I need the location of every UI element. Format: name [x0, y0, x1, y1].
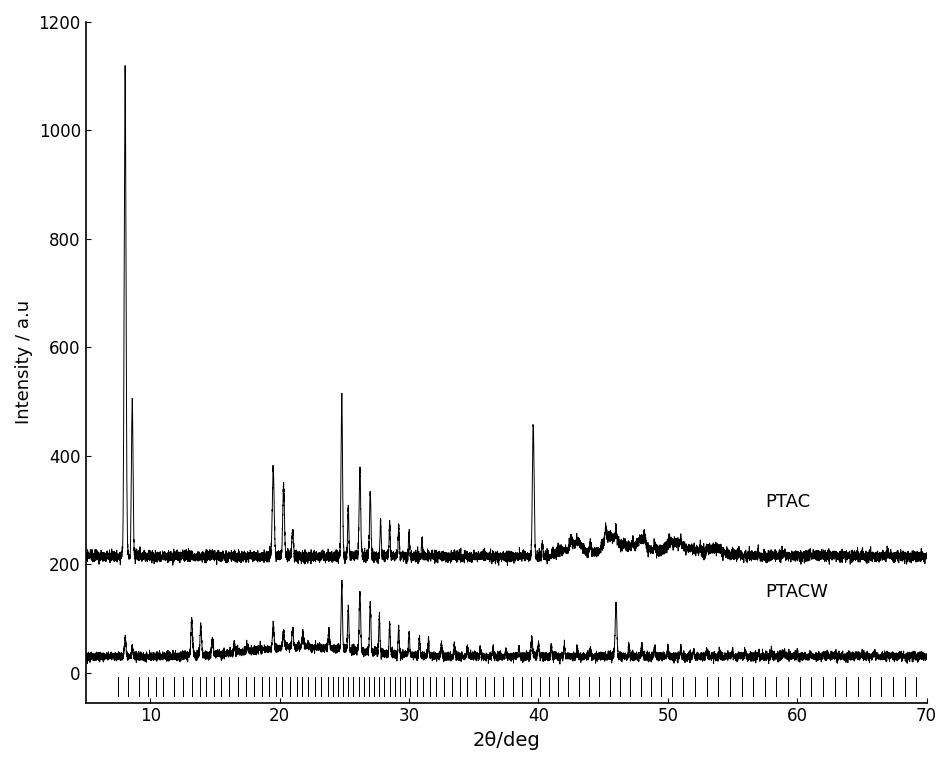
X-axis label: 2θ/deg: 2θ/deg	[472, 731, 540, 750]
Text: PTAC: PTAC	[764, 493, 810, 511]
Y-axis label: Intensity / a.u: Intensity / a.u	[15, 300, 33, 425]
Text: PTACW: PTACW	[764, 583, 827, 601]
